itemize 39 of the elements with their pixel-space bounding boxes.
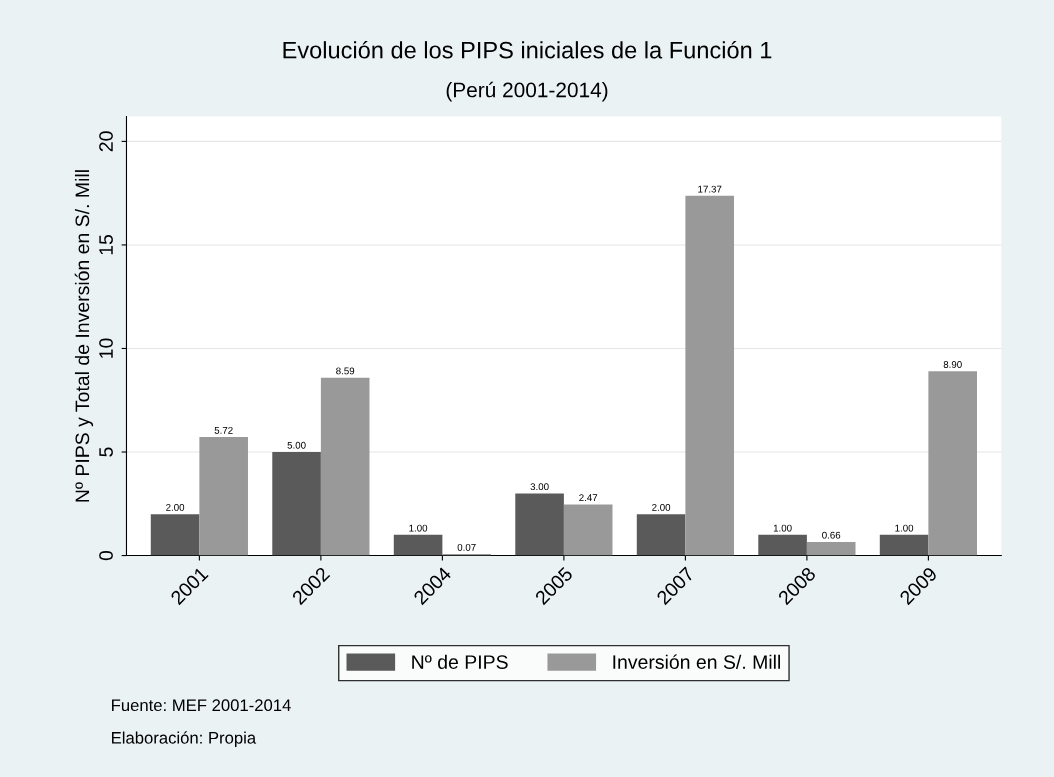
data-label: 2.47 [579,494,598,501]
legend-label: Inversión en S/. Mill [613,654,780,669]
chart-title: Evolución de los PIPS iniciales de la Función 1 [283,40,772,59]
bar [758,534,807,556]
source-note: Fuente: MEF 2001-2014 [112,699,291,712]
y-tick-label: 15 [99,234,113,255]
bar [393,534,443,556]
data-label: 0.07 [457,543,476,551]
bar [272,452,321,556]
bar [150,514,200,556]
y-tick-label: 20 [99,131,113,152]
data-label: 3.00 [530,483,549,491]
data-label: 2.00 [166,503,185,511]
bar [199,437,248,556]
text: Elaboración: Propia [112,731,257,748]
data-label: 17.37 [698,185,722,193]
y-axis-title: Nº PIPS y Total de Inversión en S/. Mill [74,170,94,502]
data-label: 5.00 [287,441,306,449]
y-tick-label: 10 [99,338,113,358]
data-label: 5.72 [214,426,233,434]
bar [563,504,613,556]
chart-subtitle: (Perú 2001-2014) [446,81,608,102]
data-label: 1.00 [895,524,914,532]
data-label: 0.66 [822,531,841,539]
data-label: 8.59 [336,367,355,375]
bar [320,377,370,556]
data-label: 8.90 [943,361,962,368]
data-label: 2.00 [652,503,671,511]
legend-label: Nº de PIPS [412,654,508,669]
bar [928,371,977,556]
bar [879,534,929,556]
data-label: 1.00 [409,524,428,532]
y-tick-label: 0 [99,550,113,561]
bar [685,195,734,556]
bar [636,514,686,556]
bar [806,541,856,556]
y-tick-label: 5 [99,447,113,457]
bar [515,493,564,556]
data-label: 1.00 [773,524,792,532]
